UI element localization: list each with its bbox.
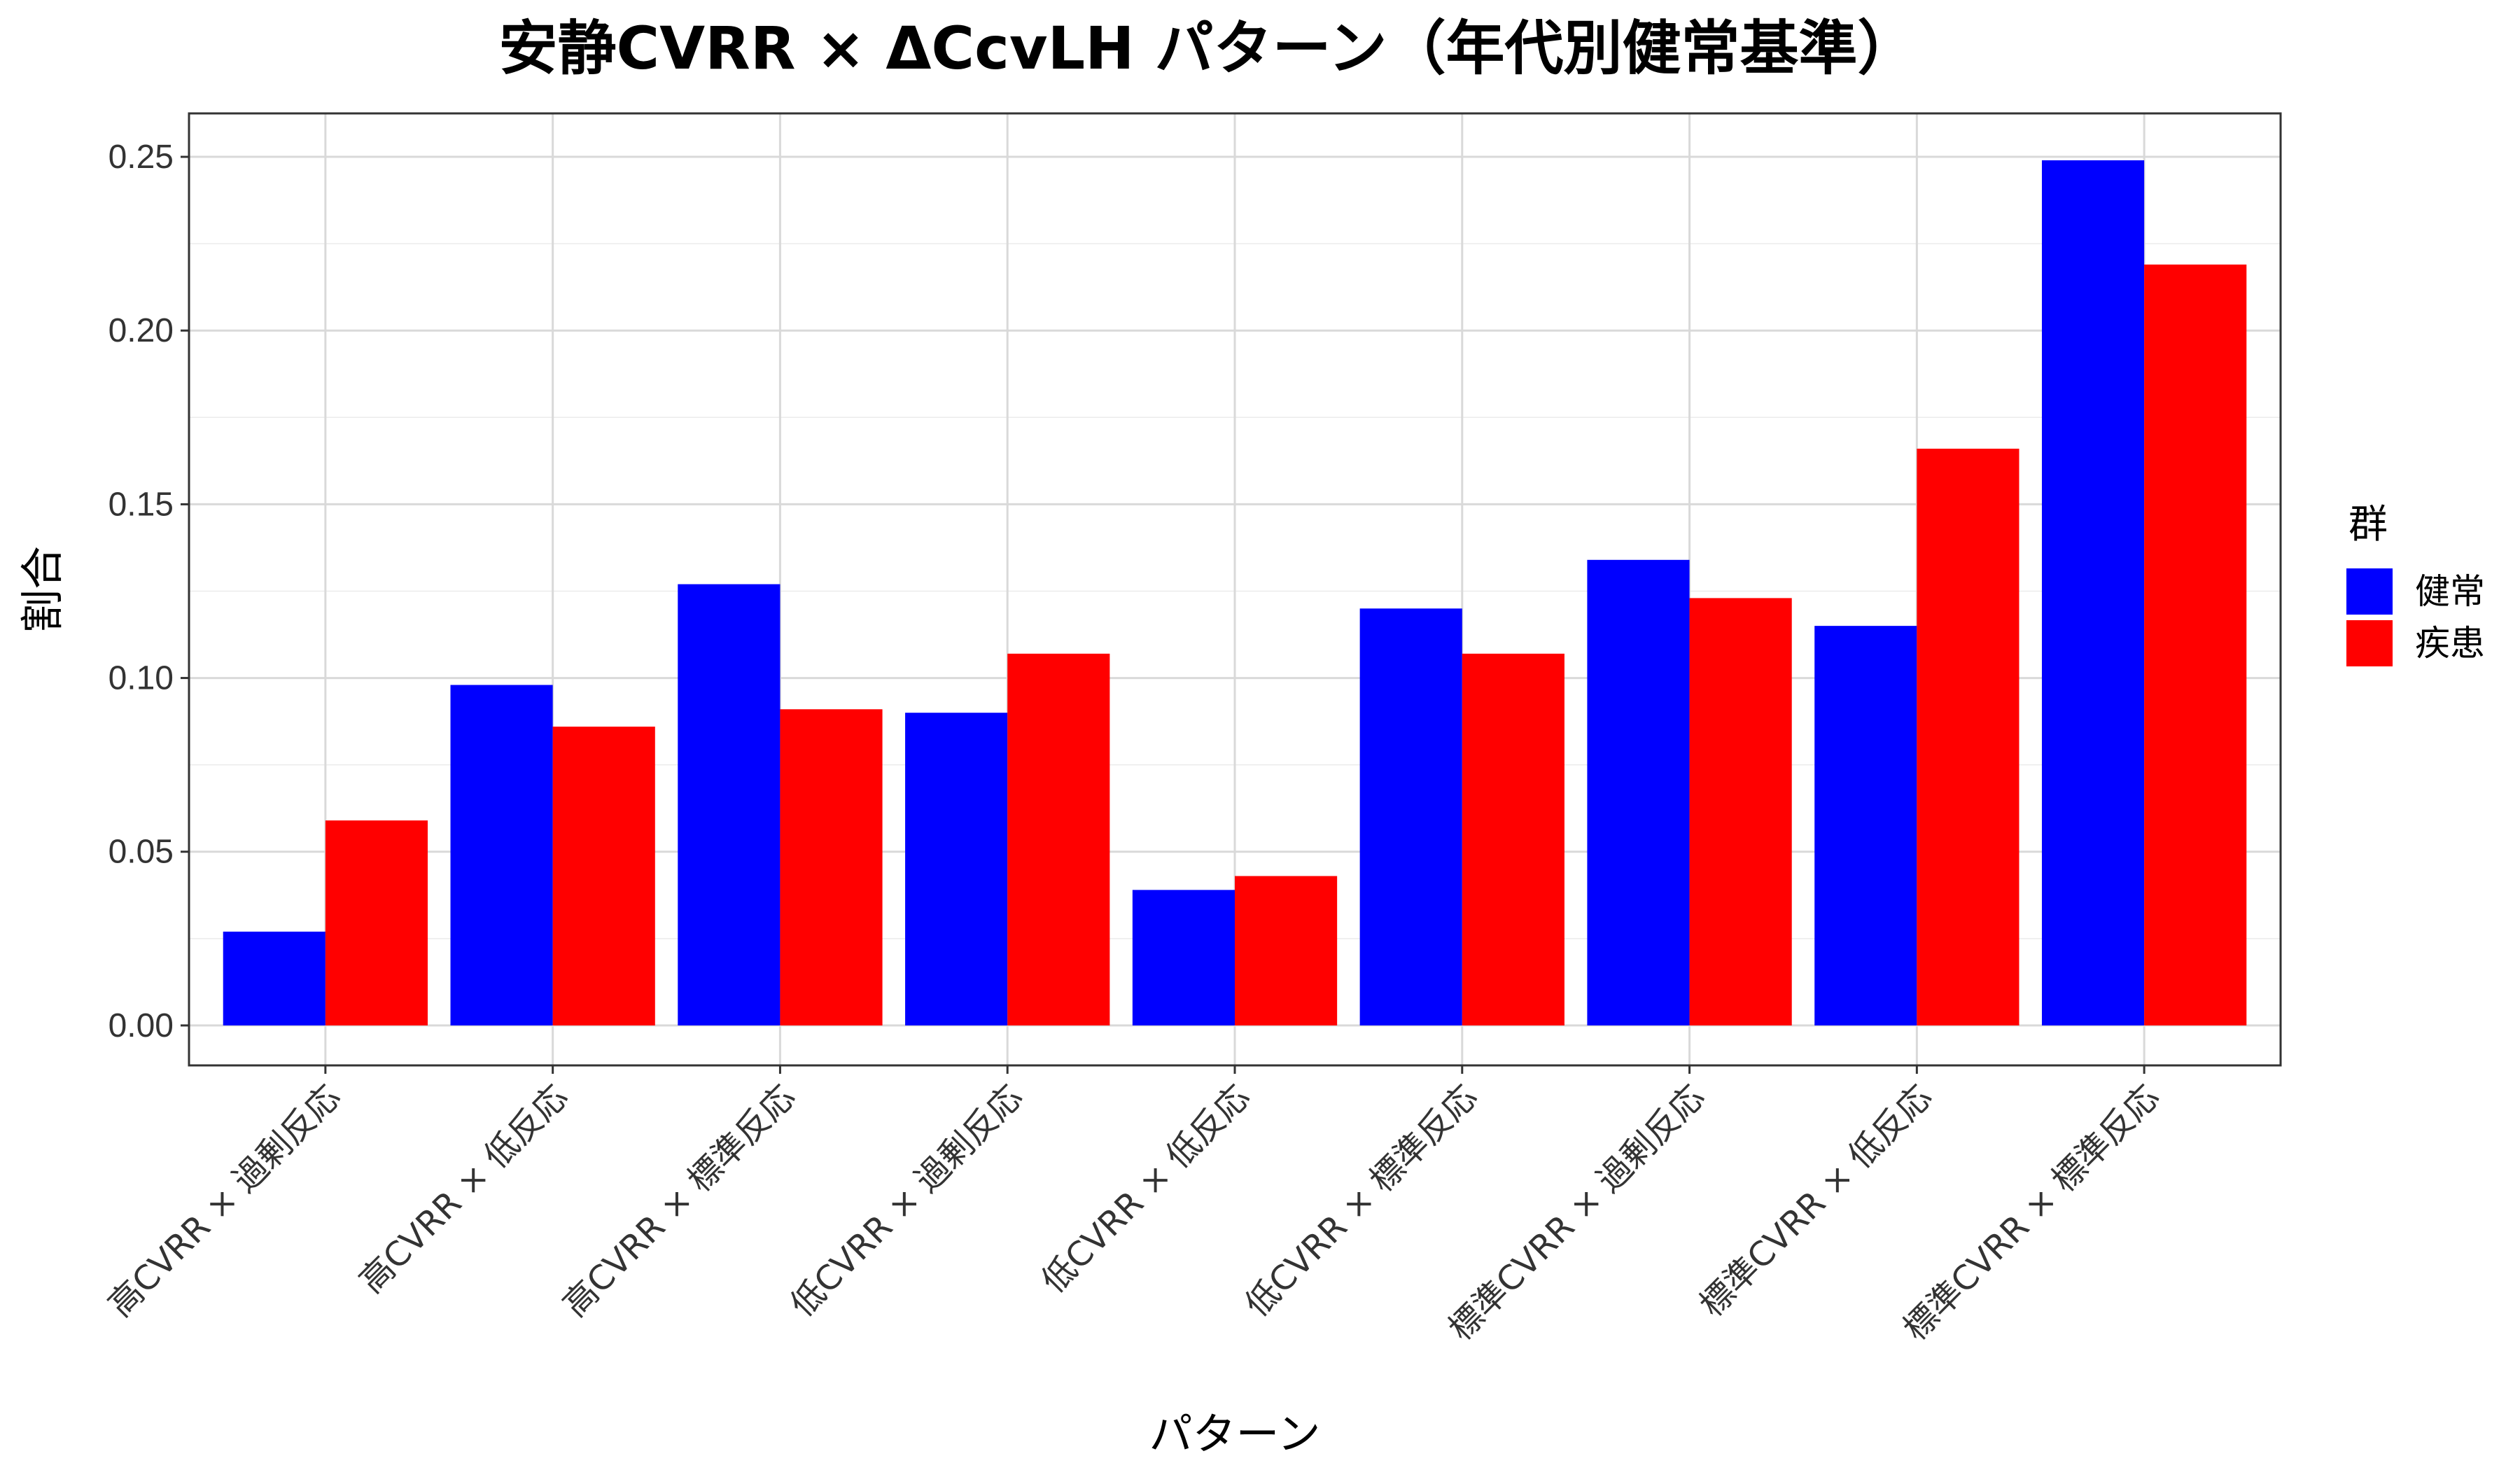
legend-title: 群 [2348, 502, 2388, 547]
y-tick-label: 0.20 [108, 312, 174, 349]
legend-label-disease: 疾患 [2415, 623, 2485, 664]
bars [223, 160, 2247, 1026]
y-tick-label: 0.05 [108, 834, 174, 871]
bar-healthy-7 [1814, 626, 1917, 1026]
bar-disease-7 [1917, 448, 2019, 1026]
x-tick-label: 標準CVRR × 低反応 [1692, 1077, 1939, 1324]
y-tick-label: 0.15 [108, 486, 174, 523]
bar-healthy-6 [1587, 559, 1690, 1026]
bar-disease-8 [2144, 264, 2247, 1026]
x-tick-label: 低CVRR × 低反応 [1034, 1077, 1257, 1301]
chart-title: 安静CVRR × ΔCcvLH パターン（年代別健常基準） [499, 14, 1917, 83]
x-tick-label: 高CVRR × 標準反応 [556, 1077, 803, 1324]
legend-swatch-healthy [2346, 568, 2393, 615]
bar-healthy-5 [1359, 608, 1462, 1026]
bar-healthy-4 [1132, 890, 1235, 1026]
x-tick-label: 高CVRR × 低反応 [352, 1077, 575, 1301]
bar-healthy-0 [223, 931, 326, 1026]
x-tick-label: 標準CVRR × 標準反応 [1896, 1077, 2166, 1348]
x-tick-label: 低CVRR × 過剰反応 [783, 1077, 1030, 1324]
bar-healthy-1 [450, 685, 553, 1026]
bar-disease-2 [780, 709, 883, 1026]
y-tick-label: 0.10 [108, 660, 174, 697]
bar-disease-4 [1235, 876, 1338, 1026]
x-tick-label: 高CVRR × 過剰反応 [101, 1077, 348, 1324]
x-axis-title: パターン [1149, 1408, 1321, 1460]
x-tick-label: 標準CVRR × 過剰反応 [1441, 1077, 1712, 1348]
bar-healthy-2 [678, 584, 780, 1026]
x-tick-label: 低CVRR × 標準反応 [1238, 1077, 1485, 1324]
y-axis: 0.00 0.05 0.10 0.15 0.20 0.25 [108, 139, 189, 1044]
y-tick-label: 0.25 [108, 139, 174, 176]
legend-label-healthy: 健常 [2415, 571, 2485, 612]
y-tick-label: 0.00 [108, 1007, 174, 1044]
bar-healthy-8 [2041, 160, 2145, 1026]
bar-disease-0 [325, 820, 428, 1026]
bar-disease-3 [1007, 653, 1110, 1026]
legend-swatch-disease [2346, 620, 2393, 666]
bar-disease-1 [552, 727, 655, 1026]
bar-disease-6 [1689, 598, 1792, 1026]
bar-disease-5 [1462, 653, 1564, 1026]
bar-healthy-3 [905, 713, 1008, 1026]
y-axis-title: 割合 [17, 546, 68, 633]
